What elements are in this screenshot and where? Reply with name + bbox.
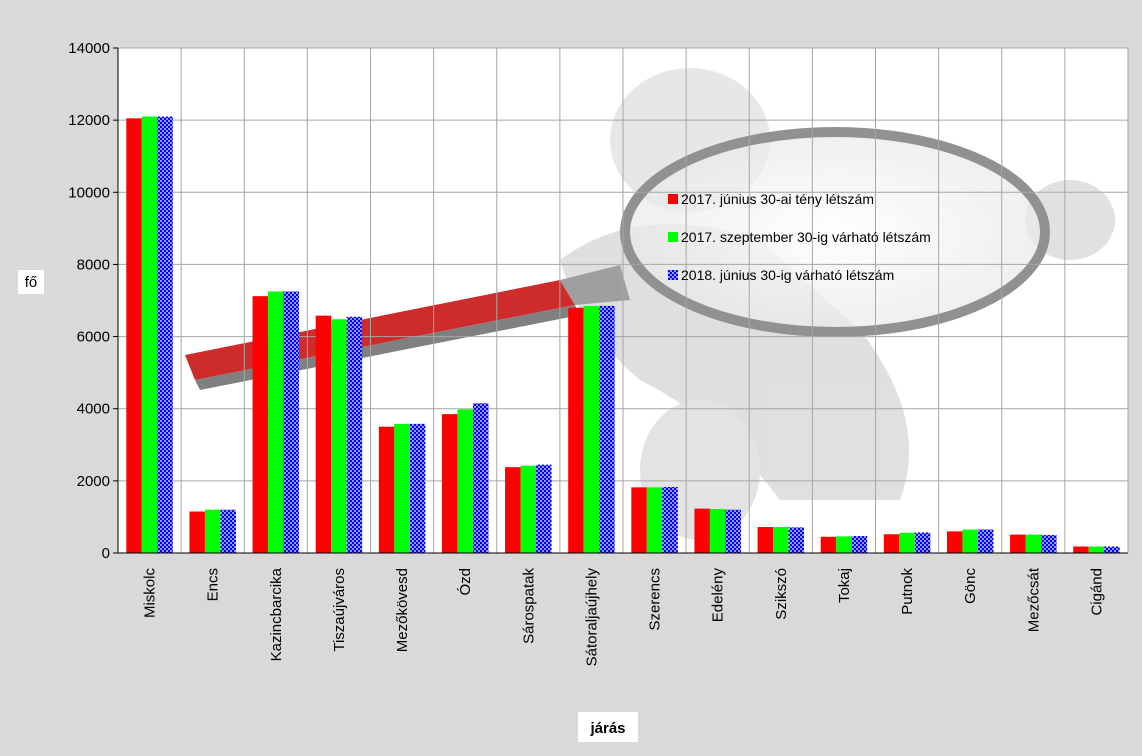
bar-1	[568, 307, 584, 553]
x-tick-label: Szikszó	[773, 568, 790, 620]
x-tick-label: Encs	[205, 568, 222, 601]
bar-2	[1025, 534, 1042, 553]
bar-2	[520, 465, 537, 553]
bar-2	[268, 291, 284, 553]
bar-1	[378, 426, 395, 553]
bar-2	[709, 508, 726, 553]
legend-swatch	[668, 232, 678, 242]
bar-3	[1104, 546, 1120, 553]
legend-label: 2017. június 30-ai tény létszám	[681, 191, 874, 207]
x-tick-label: Szerencs	[647, 568, 664, 631]
bar-1	[1010, 534, 1026, 553]
x-tick-label: Ózd	[457, 568, 474, 596]
bar-1	[694, 508, 710, 553]
bar-2	[457, 409, 473, 553]
bar-1	[883, 534, 900, 553]
y-tick-label: 12000	[68, 112, 110, 129]
magnifier-neck	[560, 265, 630, 305]
bar-2	[773, 527, 789, 553]
bar-3	[283, 291, 300, 553]
x-tick-label: Mezőkövesd	[394, 568, 411, 652]
x-tick-label: Putnok	[899, 568, 916, 615]
bar-1	[505, 467, 521, 553]
bar-2	[962, 529, 978, 553]
x-tick-label: Mezőcsát	[1025, 567, 1042, 632]
xlabel-box	[578, 712, 638, 742]
y-tick-label: 8000	[77, 256, 110, 273]
x-tick-label: Miskolc	[142, 568, 159, 619]
bar-1	[189, 511, 205, 553]
bar-1	[126, 118, 142, 553]
bar-3	[220, 509, 236, 553]
bar-3	[409, 423, 426, 553]
x-tick-label: Kazincbarcika	[268, 567, 285, 661]
bar-3	[977, 529, 994, 553]
bar-1	[631, 487, 647, 553]
bar-1	[315, 315, 332, 553]
y-tick-label: 0	[102, 545, 110, 562]
x-tick-label: Edelény	[710, 568, 727, 623]
bar-3	[599, 305, 615, 553]
bar-3	[851, 536, 868, 553]
bar-2	[331, 319, 347, 553]
x-tick-label: Cigánd	[1088, 568, 1105, 616]
y-axis-label: fő	[25, 274, 38, 291]
magnifier-lens	[620, 127, 1050, 337]
x-tick-label: Sárospatak	[520, 568, 537, 644]
bar-2	[394, 423, 410, 553]
x-tick-label: Gönc	[962, 568, 979, 604]
bar-3	[788, 527, 805, 553]
bar-3	[725, 509, 741, 553]
bar-2	[141, 116, 158, 554]
ylabel-box	[18, 270, 44, 294]
y-tick-label: 4000	[77, 401, 110, 418]
grid-layer	[117, 47, 1129, 554]
bar-2	[1088, 546, 1105, 553]
x-tick-label: Sátoraljaújhely	[583, 568, 600, 667]
figure-body	[560, 224, 909, 500]
bar-2	[899, 532, 915, 553]
bar-3	[536, 464, 552, 553]
bar-2	[836, 536, 852, 553]
bar-1	[1073, 546, 1089, 553]
axis-layer: 0 2000 4000 6000 8000 10000 12000 14000 Miskolc E…	[68, 40, 1128, 666]
bar-1	[252, 296, 269, 553]
bar-3	[346, 316, 363, 553]
bar-2	[583, 305, 600, 553]
bars-layer	[126, 116, 1120, 554]
legend-swatch	[668, 270, 678, 280]
legend-label: 2018. június 30-ig várható létszám	[681, 267, 894, 283]
x-axis-label: járás	[589, 720, 625, 737]
y-tick-label: 6000	[77, 329, 110, 346]
y-tick-label: 10000	[68, 184, 110, 201]
y-tick-label: 14000	[68, 40, 110, 57]
bar-2	[204, 509, 221, 553]
bar-3	[472, 403, 489, 553]
bar-1	[946, 531, 963, 553]
bar-3	[157, 116, 173, 554]
bar-1	[441, 414, 458, 553]
bar-2	[646, 487, 663, 553]
y-tick-label: 2000	[77, 473, 110, 490]
bar-3	[1041, 534, 1057, 553]
legend-swatch	[668, 194, 678, 204]
bar-3	[914, 532, 931, 553]
legend: 2017. június 30-ai tény létszám 2017. sze…	[668, 191, 931, 283]
bar-3	[662, 486, 678, 553]
bar-1	[820, 536, 837, 553]
legend-label: 2017. szeptember 30-ig várható létszám	[681, 229, 931, 245]
bar-1	[757, 527, 774, 553]
x-tick-label: Tokaj	[836, 568, 853, 603]
x-tick-label: Tiszaújváros	[331, 568, 348, 652]
